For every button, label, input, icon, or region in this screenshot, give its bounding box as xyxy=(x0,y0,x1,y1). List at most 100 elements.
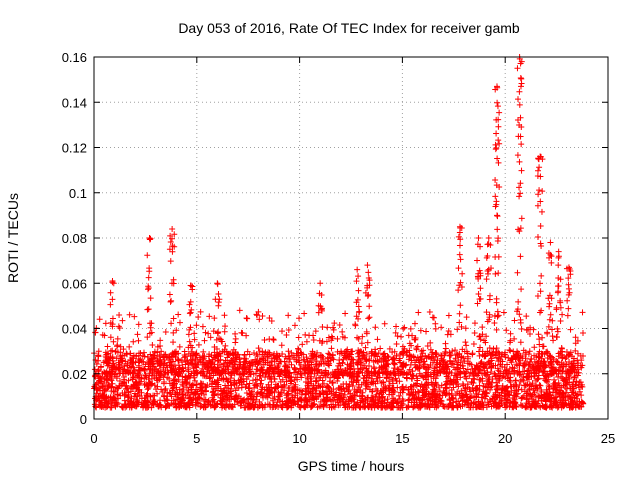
data-point xyxy=(494,103,501,110)
data-point xyxy=(564,297,571,304)
data-point xyxy=(551,376,558,383)
data-point xyxy=(112,402,119,409)
data-point xyxy=(316,403,323,410)
data-point xyxy=(430,314,437,321)
data-point xyxy=(161,378,168,385)
data-point xyxy=(392,375,399,382)
data-point xyxy=(555,288,562,295)
data-point xyxy=(562,355,569,362)
x-tick-label: 25 xyxy=(601,431,615,446)
data-point xyxy=(159,388,166,395)
data-point xyxy=(477,360,484,367)
data-point xyxy=(532,394,539,401)
data-point xyxy=(550,337,557,344)
data-point xyxy=(122,400,129,407)
data-point xyxy=(325,384,332,391)
data-point xyxy=(536,336,543,343)
data-point xyxy=(496,109,503,116)
data-point xyxy=(471,320,478,327)
data-point xyxy=(297,387,304,394)
data-point xyxy=(422,382,429,389)
data-point xyxy=(320,396,327,403)
data-point xyxy=(289,352,296,359)
data-point xyxy=(544,329,551,336)
x-tick-label: 10 xyxy=(292,431,306,446)
data-point xyxy=(381,320,388,327)
data-point xyxy=(363,351,370,358)
y-axis-label: ROTI / TECUs xyxy=(5,193,21,283)
data-point xyxy=(539,334,546,341)
data-point xyxy=(449,348,456,355)
data-point xyxy=(244,315,251,322)
data-point xyxy=(494,155,501,162)
data-point xyxy=(386,386,393,393)
y-tick-label: 0.02 xyxy=(62,367,87,382)
data-point xyxy=(328,345,335,352)
data-point xyxy=(200,348,207,355)
data-point xyxy=(186,301,193,308)
data-point xyxy=(516,184,523,191)
data-point xyxy=(331,320,338,327)
data-point xyxy=(419,387,426,394)
data-point xyxy=(536,164,543,171)
data-point xyxy=(198,402,205,409)
data-point xyxy=(453,372,460,379)
data-point xyxy=(182,361,189,368)
data-point xyxy=(459,270,466,277)
data-point xyxy=(145,306,152,313)
data-point xyxy=(579,330,586,337)
data-point xyxy=(193,381,200,388)
data-point xyxy=(492,372,499,379)
chart-title: Day 053 of 2016, Rate Of TEC Index for r… xyxy=(178,20,520,36)
data-point xyxy=(302,331,309,338)
data-point xyxy=(161,393,168,400)
data-point xyxy=(534,386,541,393)
data-point xyxy=(495,137,502,144)
data-point xyxy=(415,395,422,402)
data-point xyxy=(385,378,392,385)
data-point xyxy=(262,393,269,400)
data-point xyxy=(500,309,507,316)
data-point xyxy=(299,388,306,395)
data-point xyxy=(176,343,183,350)
data-point xyxy=(564,312,571,319)
data-point xyxy=(377,345,384,352)
data-point xyxy=(243,381,250,388)
data-point xyxy=(479,324,486,331)
data-point xyxy=(223,384,230,391)
data-point xyxy=(463,342,470,349)
data-point xyxy=(339,328,346,335)
data-point xyxy=(349,348,356,355)
data-point xyxy=(511,387,518,394)
data-point xyxy=(221,312,228,319)
data-point xyxy=(409,375,416,382)
data-point xyxy=(222,342,229,349)
data-point xyxy=(135,321,142,328)
data-point xyxy=(553,333,560,340)
data-point xyxy=(505,391,512,398)
data-point xyxy=(372,324,379,331)
data-point xyxy=(173,384,180,391)
data-point xyxy=(483,372,490,379)
data-point xyxy=(157,374,164,381)
data-point xyxy=(494,212,501,219)
data-point xyxy=(326,362,333,369)
data-point xyxy=(285,312,292,319)
data-point xyxy=(220,389,227,396)
data-point xyxy=(158,348,165,355)
data-point xyxy=(346,381,353,388)
data-point xyxy=(469,350,476,357)
data-point xyxy=(430,386,437,393)
data-point xyxy=(294,376,301,383)
data-point xyxy=(539,188,546,195)
data-point xyxy=(515,96,522,103)
x-axis-label: GPS time / hours xyxy=(298,458,405,474)
data-point xyxy=(109,380,116,387)
data-point xyxy=(578,392,585,399)
data-point xyxy=(564,379,571,386)
data-point xyxy=(144,334,151,341)
data-point xyxy=(278,328,285,335)
data-point xyxy=(374,336,381,343)
data-point xyxy=(547,311,554,318)
data-point xyxy=(534,376,541,383)
